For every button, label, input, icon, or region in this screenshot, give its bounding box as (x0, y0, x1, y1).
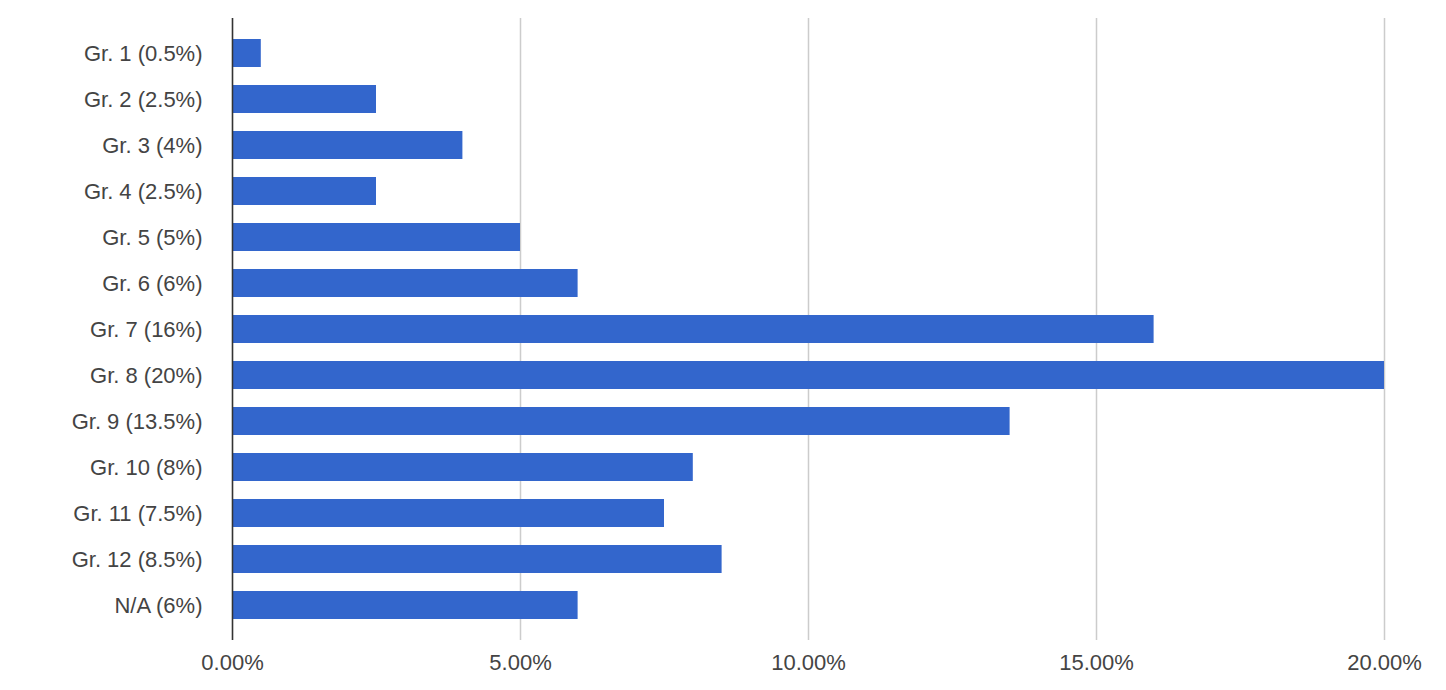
svg-text:5.00%: 5.00% (489, 650, 551, 675)
svg-text:Gr. 12 (8.5%): Gr. 12 (8.5%) (72, 547, 203, 572)
svg-text:Gr. 3 (4%): Gr. 3 (4%) (102, 133, 202, 158)
svg-text:Gr. 8 (20%): Gr. 8 (20%) (90, 363, 202, 388)
svg-text:Gr. 4 (2.5%): Gr. 4 (2.5%) (84, 179, 203, 204)
svg-text:Gr. 2 (2.5%): Gr. 2 (2.5%) (84, 87, 203, 112)
svg-text:Gr. 10 (8%): Gr. 10 (8%) (90, 455, 202, 480)
svg-text:Gr. 1 (0.5%): Gr. 1 (0.5%) (84, 41, 203, 66)
svg-text:10.00%: 10.00% (771, 650, 846, 675)
svg-text:0.00%: 0.00% (201, 650, 263, 675)
svg-text:Gr. 6 (6%): Gr. 6 (6%) (102, 271, 202, 296)
svg-text:Gr. 9 (13.5%): Gr. 9 (13.5%) (72, 409, 203, 434)
svg-text:15.00%: 15.00% (1059, 650, 1134, 675)
svg-text:N/A (6%): N/A (6%) (114, 593, 202, 618)
svg-text:Gr. 11 (7.5%): Gr. 11 (7.5%) (73, 501, 202, 526)
svg-text:Gr. 5 (5%): Gr. 5 (5%) (102, 225, 202, 250)
svg-text:20.00%: 20.00% (1347, 650, 1422, 675)
svg-text:Gr. 7 (16%): Gr. 7 (16%) (90, 317, 202, 342)
